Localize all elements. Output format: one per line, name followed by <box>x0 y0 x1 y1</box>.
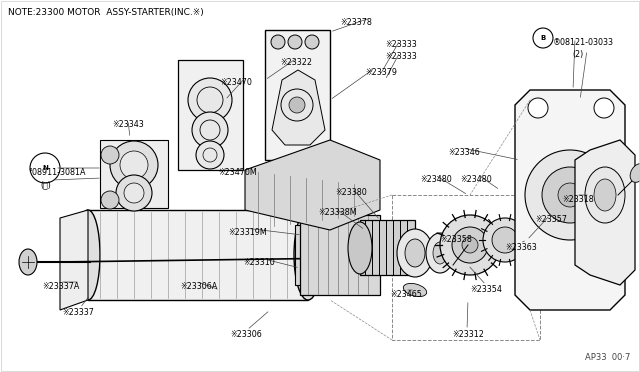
Ellipse shape <box>426 233 454 273</box>
Ellipse shape <box>483 218 527 262</box>
Text: ※23480: ※23480 <box>420 175 452 184</box>
Ellipse shape <box>594 98 614 118</box>
Text: AP33  00·7: AP33 00·7 <box>584 353 630 362</box>
Text: ※23357: ※23357 <box>535 215 567 224</box>
Ellipse shape <box>433 242 447 264</box>
Text: ※23380: ※23380 <box>335 188 367 197</box>
Text: ※23470M: ※23470M <box>218 168 257 177</box>
Text: ※23346: ※23346 <box>448 148 480 157</box>
Text: ※23379: ※23379 <box>365 68 397 77</box>
Ellipse shape <box>30 153 60 183</box>
Ellipse shape <box>271 35 285 49</box>
Polygon shape <box>515 90 625 310</box>
Ellipse shape <box>492 227 518 253</box>
Bar <box>265 30 330 160</box>
Text: ※23378: ※23378 <box>340 18 372 27</box>
Polygon shape <box>245 140 380 230</box>
Ellipse shape <box>525 150 615 240</box>
Ellipse shape <box>200 120 220 140</box>
Text: ※23343: ※23343 <box>112 120 144 129</box>
Text: ※23319M: ※23319M <box>228 228 267 237</box>
Ellipse shape <box>528 98 548 118</box>
Text: ※23333: ※23333 <box>385 52 417 61</box>
Ellipse shape <box>76 210 100 300</box>
Text: (2): (2) <box>572 50 583 59</box>
Ellipse shape <box>305 35 319 49</box>
Ellipse shape <box>440 215 500 275</box>
Ellipse shape <box>558 183 582 207</box>
Text: ※23363: ※23363 <box>505 243 537 252</box>
Ellipse shape <box>101 191 119 209</box>
Text: N: N <box>42 165 48 171</box>
Text: ※23333: ※23333 <box>385 40 417 49</box>
Ellipse shape <box>462 237 478 253</box>
Polygon shape <box>575 140 635 285</box>
Ellipse shape <box>348 222 372 274</box>
Bar <box>295 225 340 285</box>
Ellipse shape <box>203 148 217 162</box>
Ellipse shape <box>405 239 425 267</box>
Bar <box>100 140 168 208</box>
Polygon shape <box>60 210 88 310</box>
Ellipse shape <box>542 167 598 223</box>
Text: °08911-3081A: °08911-3081A <box>28 168 86 177</box>
Ellipse shape <box>294 210 322 300</box>
Ellipse shape <box>120 151 148 179</box>
Polygon shape <box>272 70 325 145</box>
Ellipse shape <box>281 89 313 121</box>
Text: ※23338M: ※23338M <box>318 208 356 217</box>
Ellipse shape <box>101 146 119 164</box>
Text: NOTE:23300 MOTOR  ASSY-STARTER(INC.※): NOTE:23300 MOTOR ASSY-STARTER(INC.※) <box>8 8 204 17</box>
Ellipse shape <box>196 141 224 169</box>
Text: (１): (１) <box>40 180 51 189</box>
Ellipse shape <box>188 78 232 122</box>
Text: ※23337: ※23337 <box>62 308 94 317</box>
Text: ※23337A: ※23337A <box>42 282 79 291</box>
Ellipse shape <box>288 35 302 49</box>
Ellipse shape <box>397 229 433 277</box>
Ellipse shape <box>403 283 427 296</box>
Text: ※23306A: ※23306A <box>180 282 217 291</box>
Ellipse shape <box>197 87 223 113</box>
Ellipse shape <box>533 28 553 48</box>
Text: ※23354: ※23354 <box>470 285 502 294</box>
Ellipse shape <box>110 141 158 189</box>
Ellipse shape <box>124 183 144 203</box>
Text: ※23465: ※23465 <box>390 290 422 299</box>
Ellipse shape <box>585 167 625 223</box>
Text: ※23470: ※23470 <box>220 78 252 87</box>
Text: B: B <box>540 35 546 41</box>
Text: ※23358: ※23358 <box>440 235 472 244</box>
Text: ※23312: ※23312 <box>452 330 484 339</box>
Text: ®08121-03033: ®08121-03033 <box>553 38 614 47</box>
Ellipse shape <box>630 164 640 182</box>
Ellipse shape <box>192 112 228 148</box>
Ellipse shape <box>594 179 616 211</box>
Ellipse shape <box>289 97 305 113</box>
Bar <box>300 215 380 295</box>
Ellipse shape <box>19 249 37 275</box>
Ellipse shape <box>452 227 488 263</box>
Text: ※23480: ※23480 <box>460 175 492 184</box>
Bar <box>178 60 243 170</box>
Text: ※23322: ※23322 <box>280 58 312 67</box>
Text: ※23318: ※23318 <box>562 195 594 204</box>
Text: ※23306: ※23306 <box>230 330 262 339</box>
Bar <box>88 210 308 300</box>
Bar <box>360 220 415 275</box>
Text: ※23310: ※23310 <box>243 258 275 267</box>
Ellipse shape <box>116 175 152 211</box>
